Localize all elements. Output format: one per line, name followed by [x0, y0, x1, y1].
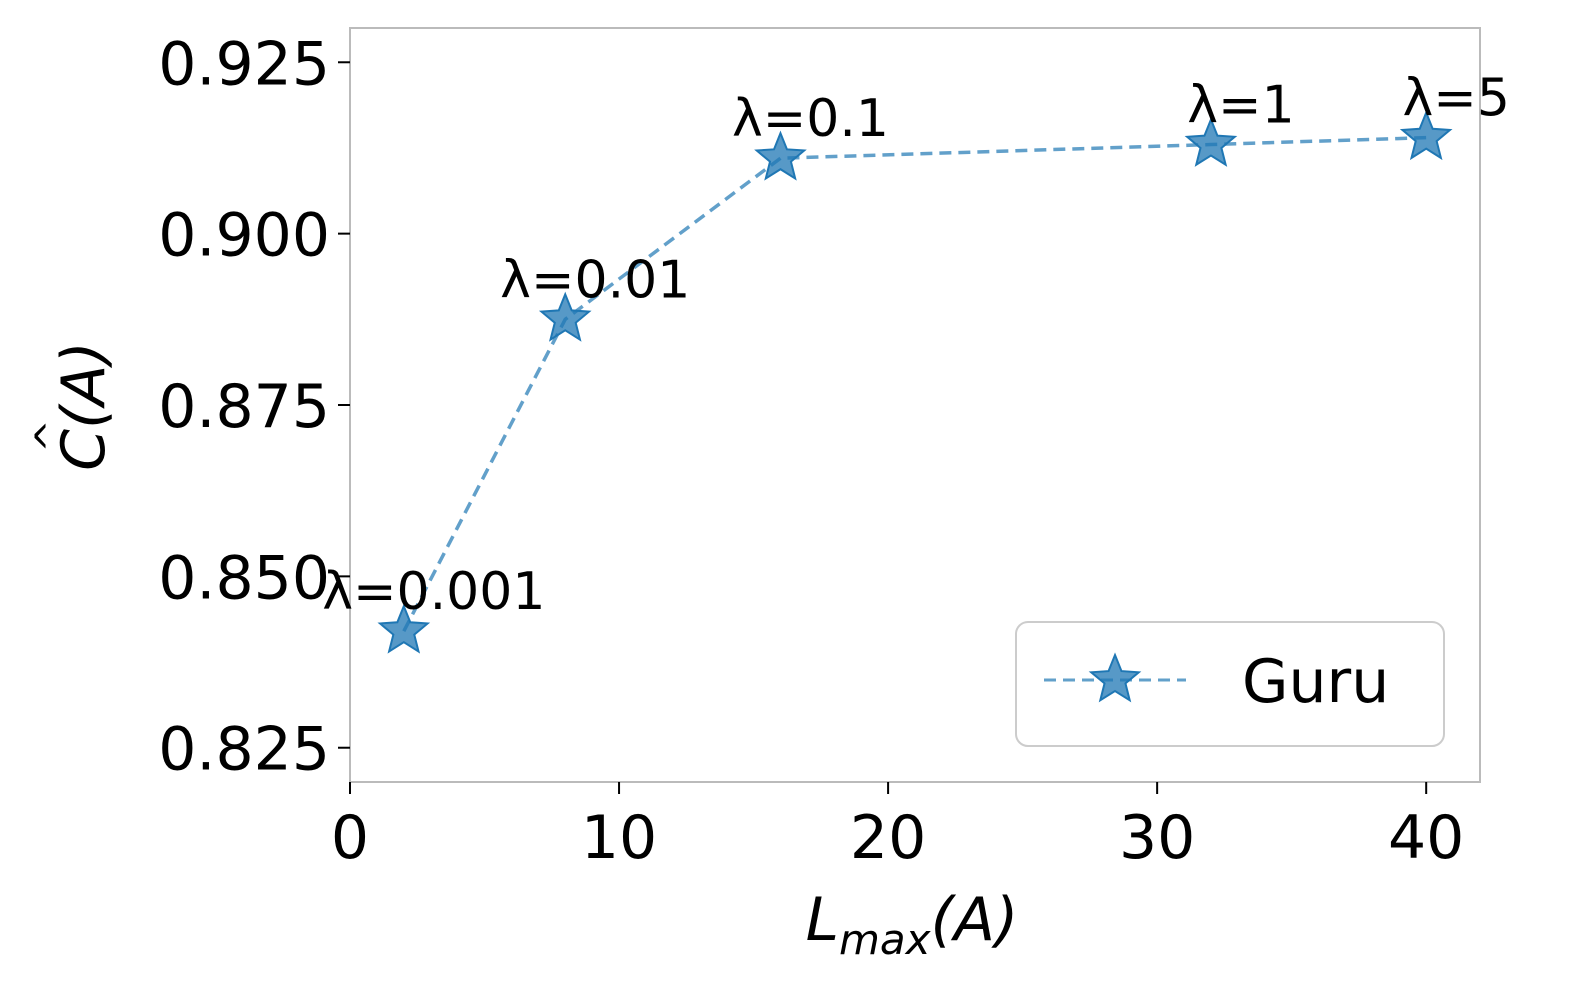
y-tick-label: 0.875 — [158, 372, 330, 442]
x-axis: 0 10 20 30 40 — [331, 782, 1464, 873]
x-tick-label: 0 — [331, 803, 369, 873]
series-layer — [377, 109, 1453, 654]
y-tick-label: 0.900 — [158, 201, 330, 271]
y-axis-label: C(A) — [49, 341, 119, 471]
y-tick-label: 0.925 — [158, 29, 330, 99]
data-point-star — [1184, 116, 1238, 167]
x-tick-label: 40 — [1388, 803, 1464, 873]
legend-star-marker — [1088, 652, 1142, 703]
point-annotation: λ=0.01 — [500, 250, 690, 310]
point-annotation: λ=1 — [1187, 76, 1294, 136]
x-axis-label-subscript: max — [839, 915, 932, 964]
data-point-star — [754, 130, 807, 181]
legend-label-guru: Guru — [1242, 647, 1389, 717]
data-point-star — [377, 603, 431, 654]
y-tick-label: 0.850 — [158, 543, 330, 613]
y-axis-label-hat: ^ — [28, 419, 74, 453]
x-axis-label-tail: (A) — [931, 885, 1019, 955]
legend: Guru — [1015, 621, 1445, 747]
y-axis-label-group: ^ C(A) — [28, 341, 119, 471]
series-line-guru — [402, 135, 1427, 633]
data-point-star — [538, 291, 592, 342]
point-annotation: λ=5 — [1402, 69, 1509, 129]
annotations: λ=0.001 λ=0.01 λ=0.1 λ=1 λ=5 — [322, 69, 1510, 623]
y-tick-label: 0.825 — [158, 715, 330, 785]
x-axis-label: Lmax(A) — [806, 885, 1019, 964]
point-annotation: λ=0.1 — [732, 89, 889, 149]
y-axis: 0.825 0.850 0.875 0.900 0.925 — [158, 29, 350, 785]
x-axis-label-main: L — [806, 885, 839, 955]
point-annotation: λ=0.001 — [322, 562, 545, 622]
x-tick-label: 30 — [1119, 803, 1195, 873]
legend-frame — [1015, 621, 1445, 747]
data-point-star — [1399, 109, 1453, 161]
x-tick-label: 20 — [850, 803, 926, 873]
x-tick-label: 10 — [581, 803, 657, 873]
